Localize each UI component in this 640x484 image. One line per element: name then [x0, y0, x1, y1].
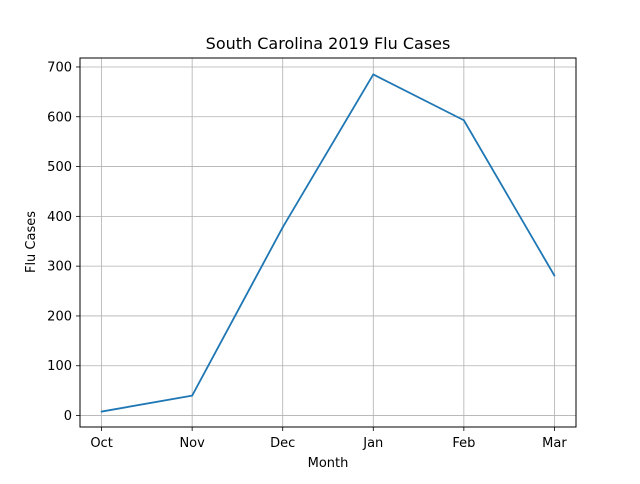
series-line — [101, 73, 556, 413]
y-tick-label: 100 — [47, 359, 72, 374]
x-axis-ticks: Oct Nov Dec Jan Feb Mar — [90, 427, 567, 451]
y-tick-label: 200 — [47, 309, 72, 324]
x-axis-label: Month — [308, 456, 349, 471]
grid-lines — [80, 58, 576, 427]
x-tick-label: Feb — [452, 436, 475, 451]
y-axis-label: Flu Cases — [24, 211, 39, 273]
x-tick-label: Dec — [270, 436, 295, 451]
data-point — [462, 119, 465, 122]
x-tick-label: Mar — [542, 436, 567, 451]
y-axis-ticks: 0 100 200 300 400 500 600 700 — [47, 60, 80, 424]
data-point — [372, 73, 375, 76]
data-point — [100, 410, 103, 413]
x-tick-label: Nov — [179, 436, 205, 451]
y-tick-label: 400 — [47, 210, 72, 225]
y-tick-label: 0 — [64, 409, 72, 424]
y-tick-label: 300 — [47, 260, 72, 275]
series-layer — [100, 73, 556, 413]
plot-frame — [79, 57, 577, 428]
y-tick-label: 600 — [47, 110, 72, 125]
data-point — [553, 274, 556, 277]
x-tick-label: Oct — [90, 436, 112, 451]
y-tick-label: 700 — [47, 60, 72, 75]
data-point — [191, 394, 194, 397]
data-point — [281, 226, 284, 229]
y-tick-label: 500 — [47, 160, 72, 175]
chart-title: South Carolina 2019 Flu Cases — [206, 34, 451, 53]
x-tick-label: Jan — [362, 436, 383, 451]
